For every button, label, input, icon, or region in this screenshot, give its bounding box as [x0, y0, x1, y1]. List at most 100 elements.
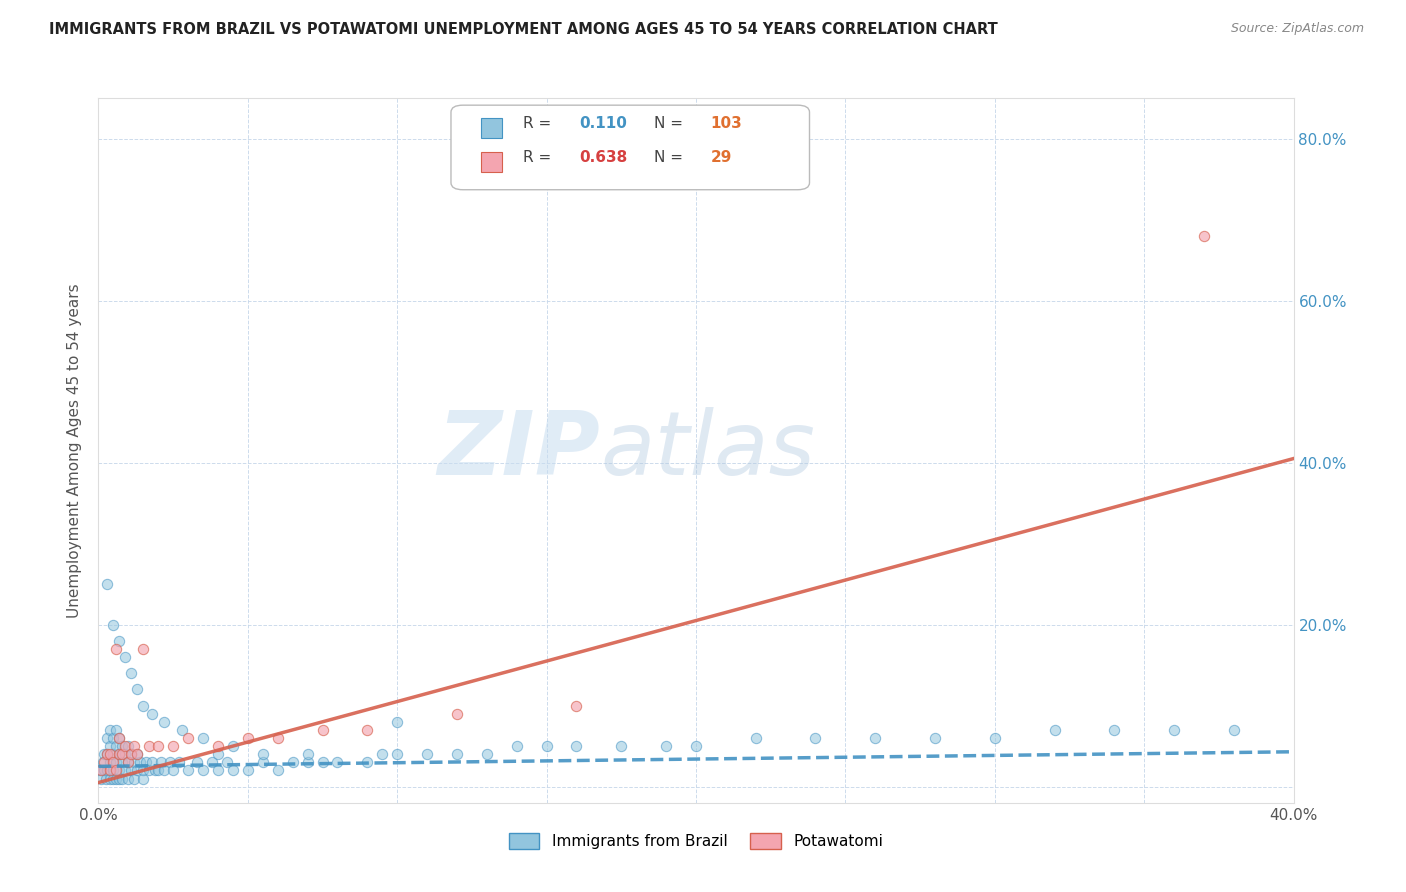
Point: [124, 756, 146, 770]
Point: [1104, 723, 1126, 737]
Text: Source: ZipAtlas.com: Source: ZipAtlas.com: [1230, 22, 1364, 36]
Point: [108, 747, 131, 762]
FancyBboxPatch shape: [451, 105, 810, 190]
Point: [127, 747, 149, 762]
Text: N =: N =: [654, 116, 688, 131]
Point: [148, 739, 170, 753]
Point: [98, 772, 122, 786]
Point: [162, 764, 184, 778]
Point: [167, 756, 190, 770]
Point: [105, 641, 128, 656]
Point: [150, 756, 173, 770]
Point: [281, 756, 304, 770]
Point: [153, 714, 176, 729]
Point: [132, 698, 155, 713]
Point: [124, 772, 146, 786]
Point: [132, 772, 155, 786]
Point: [132, 641, 155, 656]
Point: [267, 764, 290, 778]
Text: 103: 103: [710, 116, 742, 131]
Point: [93, 764, 115, 778]
Point: [311, 756, 333, 770]
Point: [207, 739, 229, 753]
Point: [120, 747, 142, 762]
Point: [90, 772, 112, 786]
Point: [311, 723, 333, 737]
Point: [105, 772, 128, 786]
Point: [117, 756, 139, 770]
Point: [105, 756, 128, 770]
Point: [103, 756, 125, 770]
Point: [90, 764, 112, 778]
Point: [610, 739, 633, 753]
Point: [103, 747, 125, 762]
Point: [565, 739, 588, 753]
Point: [506, 739, 529, 753]
Point: [356, 756, 378, 770]
Point: [98, 764, 122, 778]
Point: [120, 666, 142, 681]
Point: [114, 747, 136, 762]
Point: [89, 764, 111, 778]
Point: [222, 739, 245, 753]
Point: [120, 747, 142, 762]
Point: [326, 756, 349, 770]
Point: [252, 756, 274, 770]
Point: [685, 739, 707, 753]
Point: [108, 764, 131, 778]
Point: [129, 756, 152, 770]
Point: [215, 756, 238, 770]
Point: [98, 747, 122, 762]
Point: [124, 739, 146, 753]
Point: [177, 731, 200, 745]
Point: [120, 764, 142, 778]
Point: [148, 764, 170, 778]
Point: [745, 731, 768, 745]
Text: N =: N =: [654, 150, 688, 165]
Point: [141, 756, 163, 770]
Point: [804, 731, 827, 745]
Text: R =: R =: [523, 150, 555, 165]
Point: [297, 747, 319, 762]
Bar: [481, 152, 502, 172]
Point: [385, 714, 409, 729]
Text: IMMIGRANTS FROM BRAZIL VS POTAWATOMI UNEMPLOYMENT AMONG AGES 45 TO 54 YEARS CORR: IMMIGRANTS FROM BRAZIL VS POTAWATOMI UNE…: [49, 22, 998, 37]
Point: [98, 723, 122, 737]
Point: [475, 747, 498, 762]
Point: [114, 650, 136, 665]
Point: [117, 756, 139, 770]
Point: [96, 747, 118, 762]
Point: [103, 772, 125, 786]
Point: [207, 747, 229, 762]
Point: [108, 633, 131, 648]
Point: [96, 764, 118, 778]
Text: 29: 29: [710, 150, 731, 165]
Point: [111, 772, 134, 786]
Point: [93, 756, 115, 770]
Point: [159, 756, 181, 770]
Point: [132, 764, 155, 778]
Point: [117, 772, 139, 786]
Point: [108, 731, 131, 745]
Point: [655, 739, 678, 753]
Point: [94, 772, 117, 786]
Bar: [481, 118, 502, 138]
Point: [98, 756, 122, 770]
Point: [135, 756, 157, 770]
Point: [127, 747, 149, 762]
Point: [105, 764, 128, 778]
Point: [153, 764, 176, 778]
Point: [177, 764, 200, 778]
Point: [96, 747, 118, 762]
Point: [96, 577, 118, 591]
Point: [162, 739, 184, 753]
Point: [103, 617, 125, 632]
Point: [297, 756, 319, 770]
Point: [536, 739, 558, 753]
Point: [924, 731, 946, 745]
Point: [141, 706, 163, 721]
Point: [1043, 723, 1066, 737]
Point: [108, 772, 131, 786]
Point: [98, 739, 122, 753]
Text: atlas: atlas: [600, 408, 815, 493]
